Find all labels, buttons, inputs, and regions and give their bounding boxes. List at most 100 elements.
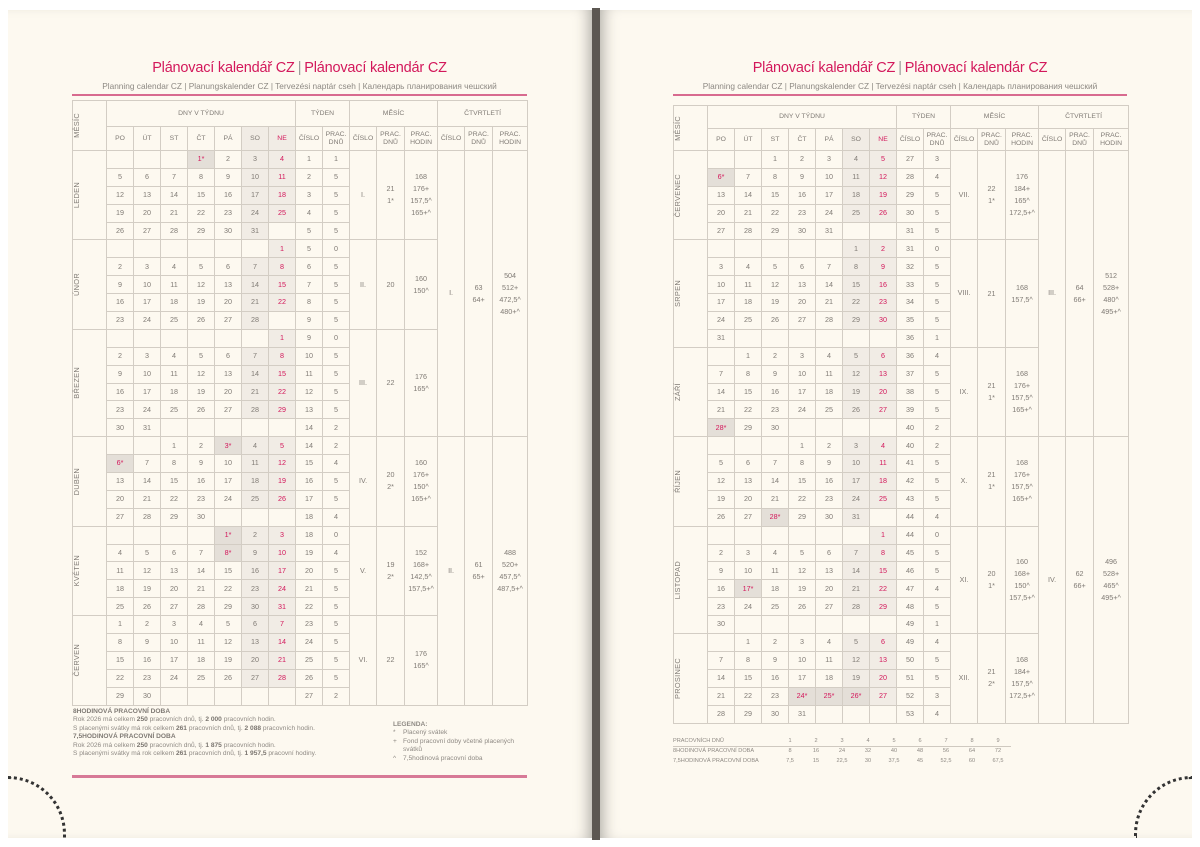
value-line: 176+ bbox=[1013, 470, 1031, 480]
day-cell bbox=[160, 418, 188, 438]
day-cell: 23 bbox=[868, 293, 898, 313]
day-cell bbox=[868, 615, 898, 635]
day-cell: 15 bbox=[160, 472, 188, 491]
day-cell: 28 bbox=[241, 400, 269, 420]
day-cell: 22 bbox=[842, 293, 870, 313]
holiday-day-cell: 1* bbox=[214, 525, 242, 545]
header-day-1: ÚT bbox=[133, 126, 161, 151]
header-days: DNY V TÝDNU bbox=[105, 100, 297, 127]
day-cell: 4 bbox=[761, 543, 789, 563]
week-number: 14 bbox=[295, 436, 324, 456]
month-name-cell: DUBEN bbox=[72, 436, 107, 527]
value-line: 157,5^ bbox=[1011, 294, 1033, 304]
day-cell: 26 bbox=[868, 203, 898, 223]
legend-text: Placený svátek bbox=[403, 729, 448, 737]
value-line: 495+^ bbox=[1101, 306, 1121, 316]
day-cell: 31 bbox=[267, 597, 297, 617]
day-cell bbox=[734, 239, 762, 259]
month-name: LISTOPAD bbox=[673, 560, 682, 600]
month-name: ČERVEN bbox=[72, 644, 81, 677]
day-cell: 24 bbox=[214, 489, 242, 509]
hours-value: 52,5 bbox=[940, 758, 952, 764]
day-cell bbox=[761, 525, 789, 545]
week-number: 31 bbox=[896, 239, 925, 259]
day-cell: 27 bbox=[133, 221, 161, 241]
day-cell: 24 bbox=[133, 400, 161, 420]
day-cell: 1 bbox=[267, 328, 297, 348]
header-day-3: ČT bbox=[788, 128, 816, 151]
month-work-hours: 168 184+ 157,5^ 172,5+^ bbox=[1005, 633, 1040, 724]
day-cell bbox=[133, 436, 161, 456]
day-cell: 11 bbox=[160, 364, 188, 384]
day-cell: 26 bbox=[707, 507, 735, 527]
day-cell bbox=[160, 328, 188, 348]
value-line: 20 bbox=[386, 470, 395, 480]
day-cell: 4 bbox=[734, 257, 762, 277]
day-cell bbox=[267, 311, 297, 330]
day-cell: 26 bbox=[788, 597, 816, 617]
day-cell: 18 bbox=[842, 185, 870, 205]
day-cell bbox=[868, 704, 898, 724]
day-cell bbox=[133, 150, 161, 169]
day-cell: 5 bbox=[214, 615, 242, 635]
day-cell: 19 bbox=[842, 382, 870, 402]
day-cell: 18 bbox=[868, 472, 898, 491]
value-line: 22 bbox=[987, 184, 996, 194]
day-cell: 23 bbox=[788, 203, 816, 223]
day-cell: 25 bbox=[187, 668, 215, 688]
week-row: LISTOPAD 1 44 0 XI. 20 1* 160 168+ 150^ 157,5+^ bbox=[673, 525, 1129, 635]
day-cell: 21 bbox=[187, 579, 215, 599]
value-line: 160 bbox=[415, 458, 428, 468]
header-cislo: ČÍSLO bbox=[295, 126, 324, 151]
header-days: DNY V TÝDNU bbox=[706, 105, 898, 129]
day-cell: 6 bbox=[788, 257, 816, 277]
day-cell: 30 bbox=[241, 597, 269, 617]
hours-row: PRACOVNÍCH DNŮ 1 2 3 4 5 6 7 8 9 bbox=[673, 736, 1011, 747]
month-name-cell: PROSINEC bbox=[673, 633, 708, 724]
day-cell: 22 bbox=[160, 489, 188, 509]
day-cell: 11 bbox=[815, 364, 843, 384]
value-line: 165+^ bbox=[411, 494, 431, 504]
day-cell bbox=[106, 525, 134, 545]
day-cell: 11 bbox=[187, 633, 215, 652]
day-cell: 4 bbox=[106, 543, 134, 563]
week-row: 29 30 27 2 bbox=[73, 686, 528, 706]
quarter-number: III. bbox=[1038, 149, 1067, 438]
value-line: 20 bbox=[987, 568, 996, 578]
day-cell: 7 bbox=[133, 454, 161, 474]
holiday-day-cell: 28* bbox=[761, 507, 789, 527]
day-cell: 22 bbox=[761, 203, 789, 223]
day-cell: 11 bbox=[106, 561, 134, 581]
day-cell: 27 bbox=[788, 311, 816, 330]
hours-value: 4 bbox=[855, 736, 881, 747]
day-cell: 15 bbox=[761, 185, 789, 205]
day-cell bbox=[842, 615, 870, 635]
day-cell: 13 bbox=[788, 275, 816, 295]
day-cell: 2 bbox=[788, 150, 816, 169]
day-cell: 20 bbox=[214, 382, 242, 402]
day-cell: 9 bbox=[788, 167, 816, 187]
month-name: PROSINEC bbox=[673, 657, 682, 699]
day-cell: 3 bbox=[133, 346, 161, 366]
month-name-cell: ČERVEN bbox=[72, 615, 107, 706]
day-cell: 10 bbox=[133, 364, 161, 384]
week-row: BŘEZEN 1 9 0 III. 22 176 165^ bbox=[72, 328, 528, 438]
day-cell: 9 bbox=[815, 454, 843, 474]
month-name-cell: ČERVENEC bbox=[673, 149, 708, 241]
day-cell: 29 bbox=[734, 704, 762, 724]
week-number: 17 bbox=[295, 489, 324, 509]
day-cell: 14 bbox=[707, 668, 735, 688]
week-number: 27 bbox=[896, 150, 925, 169]
month-name-cell: SRPEN bbox=[673, 239, 708, 348]
day-cell: 17 bbox=[788, 382, 816, 402]
day-cell: 20 bbox=[214, 293, 242, 313]
week-number: 9 bbox=[295, 328, 324, 348]
week-row: ZÁŘÍ 1 2 3 4 5 6 36 4 IX. 21 1* 168 176+ 157,5^ 165+^ bbox=[673, 346, 1129, 438]
day-cell: 11 bbox=[241, 454, 269, 474]
day-cell: 23 bbox=[187, 489, 215, 509]
header-week: TÝDEN bbox=[295, 100, 351, 127]
week-number: 48 bbox=[896, 597, 925, 617]
day-cell: 2 bbox=[707, 543, 735, 563]
day-cell: 7 bbox=[815, 257, 843, 277]
week-number: 35 bbox=[896, 311, 925, 330]
